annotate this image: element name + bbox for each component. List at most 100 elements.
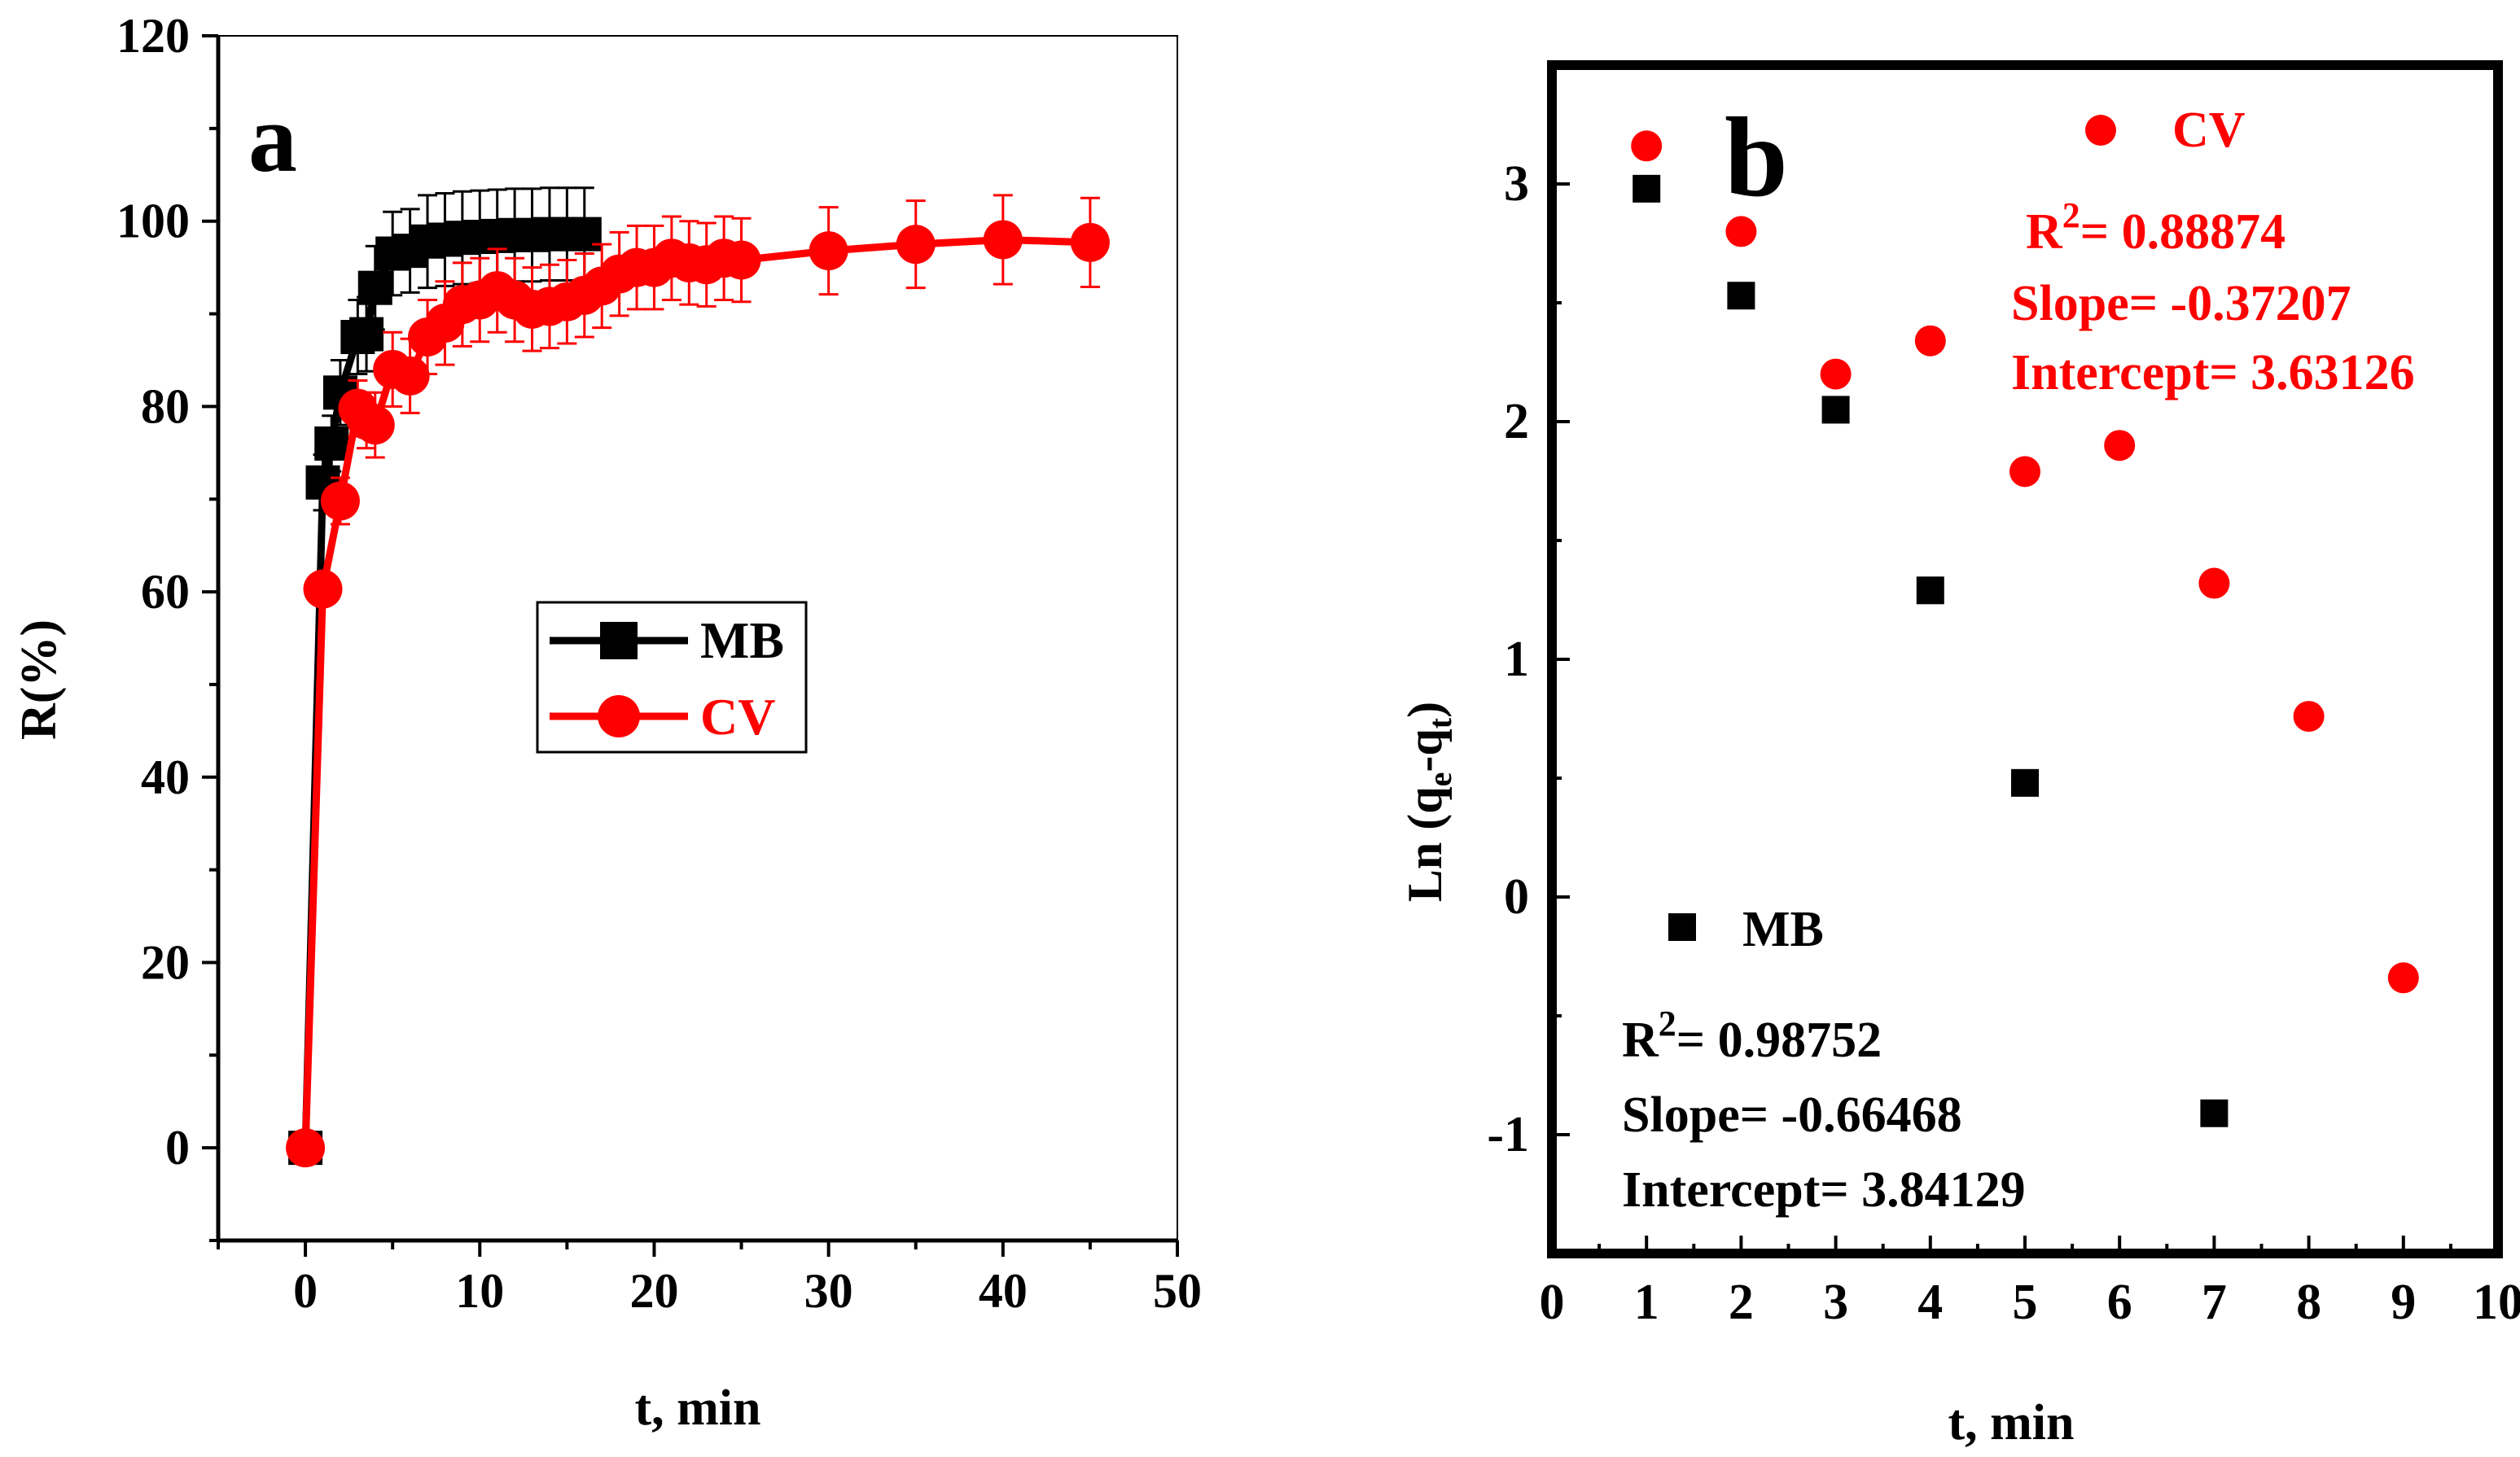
- y-tick-label: 3: [1504, 156, 1529, 212]
- mb-intercept-annotation: Intercept= 3.84129: [1622, 1162, 2026, 1218]
- mb-data-point: [1916, 576, 1944, 605]
- panel-a-chart: 0 10 20 30 40 50 0 20 40 60 80 100 120 a t, min R(%)…: [11, 9, 1202, 1436]
- cv-legend-label-b: CV: [2172, 103, 2246, 158]
- cv-r2-value: = 0.88874: [2080, 204, 2286, 260]
- legend-mb-square-marker-b: [1668, 913, 1696, 941]
- cv-intercept-annotation: Intercept= 3.63126: [2011, 345, 2415, 400]
- panel-a-legend: MB CV: [536, 601, 808, 754]
- series-cv: [286, 194, 1110, 1168]
- cv-data-point: [2293, 701, 2325, 733]
- y-tick-label: 120: [116, 9, 190, 63]
- cv-data-point: [355, 405, 395, 445]
- mb-r2-label: R: [1622, 1013, 1659, 1068]
- panel-a-label: a: [248, 84, 297, 192]
- cv-data-point: [1070, 222, 1110, 262]
- y-tick-label: -1: [1487, 1107, 1529, 1162]
- panel-b-series: [1631, 130, 2419, 1127]
- x-tick-label: 9: [2391, 1275, 2416, 1330]
- cv-data-point: [1914, 325, 1946, 357]
- cv-data-point: [390, 356, 430, 396]
- x-tick-label: 40: [979, 1264, 1028, 1318]
- y-tick-label: 0: [1504, 869, 1529, 925]
- cv-r2-superscript: 2: [2062, 195, 2080, 235]
- cv-data-point: [2104, 430, 2136, 462]
- x-tick-label: 2: [1729, 1275, 1754, 1330]
- cv-data-point: [303, 569, 343, 609]
- panel-a-x-axis-title: t, min: [635, 1380, 761, 1436]
- y-title-sub-t: t: [1422, 717, 1458, 728]
- y-title-part-ln: Ln (q: [1398, 786, 1452, 902]
- series-cv-b: [1631, 130, 2419, 994]
- x-tick-label: 10: [2473, 1275, 2520, 1330]
- y-title-part-close: ): [1398, 702, 1452, 718]
- x-tick-label: 20: [629, 1264, 678, 1318]
- y-tick-label: 20: [141, 935, 190, 989]
- y-tick-label: 0: [165, 1121, 190, 1175]
- panel-b-y-axis-title: Ln (qe-qt): [1398, 702, 1458, 902]
- mb-data-point: [567, 217, 602, 252]
- mb-data-point: [314, 426, 349, 461]
- cv-r2-label: R: [2026, 204, 2063, 260]
- cv-data-point: [896, 225, 936, 265]
- panel-b-plot-frame: [1547, 60, 2503, 1258]
- x-tick-label: 5: [2013, 1275, 2038, 1330]
- panel-b-x-axis-title: t, min: [1948, 1395, 2075, 1450]
- mb-data-point: [1821, 396, 1850, 424]
- panel-a-series: [286, 186, 1110, 1168]
- cv-data-point: [2387, 962, 2419, 994]
- cv-data-point: [320, 481, 360, 521]
- x-tick-label: 30: [804, 1264, 853, 1318]
- cv-data-point: [2009, 456, 2040, 488]
- mb-slope-annotation: Slope= -0.66468: [1622, 1087, 1962, 1143]
- legend-mb-label: MB: [700, 611, 784, 669]
- x-tick-label: 10: [455, 1264, 504, 1318]
- mb-data-point: [1727, 282, 1755, 310]
- x-tick-label: 1: [1634, 1275, 1659, 1330]
- mb-r2-annotation: R2= 0.98752: [1622, 1004, 1882, 1068]
- x-tick-label: 4: [1917, 1275, 1943, 1330]
- cv-data-point: [983, 220, 1023, 260]
- series-mb-b: [1633, 174, 2229, 1127]
- mb-data-point: [357, 270, 392, 305]
- y-title-sub-e: e: [1422, 772, 1458, 787]
- panel-a-y-axis-title: R(%): [11, 619, 67, 740]
- y-tick-label: 100: [116, 195, 190, 248]
- mb-r2-value: = 0.98752: [1676, 1013, 1882, 1068]
- legend-cv-circle-marker-b: [2085, 115, 2116, 146]
- panel-a-legend-box: [536, 601, 808, 754]
- panel-b-tick-labels: 0 1 2 3 4 5 6 7 8 9 10 -1 0 1 2 3: [1487, 156, 2520, 1330]
- mb-data-point: [2011, 768, 2039, 797]
- x-tick-label: 8: [2296, 1275, 2321, 1330]
- panel-a-tick-labels: 0 10 20 30 40 50 0 20 40 60 80 100 120: [116, 9, 1202, 1318]
- mb-r2-superscript: 2: [1659, 1004, 1676, 1044]
- cv-data-point: [721, 240, 761, 280]
- panel-b-chart: 0 1 2 3 4 5 6 7 8 9 10 -1 0 1 2 3 b t, min Ln (qe-qt) C…: [1398, 60, 2520, 1450]
- cv-slope-annotation: Slope= -0.37207: [2011, 276, 2351, 331]
- panel-b-label: b: [1725, 94, 1788, 221]
- y-tick-label: 1: [1504, 632, 1529, 687]
- panel-a-ticks: [202, 34, 1179, 1257]
- panel-b-ticks: [1550, 63, 2500, 1255]
- x-tick-label: 7: [2202, 1275, 2227, 1330]
- cv-data-point: [2198, 567, 2230, 599]
- cv-data-point: [1725, 216, 1757, 247]
- mb-legend-label-b: MB: [1742, 902, 1824, 957]
- y-tick-label: 80: [141, 379, 190, 433]
- legend-cv-circle-marker: [598, 695, 640, 737]
- cv-data-point: [1631, 130, 1663, 162]
- cv-data-point: [809, 231, 848, 271]
- cv-r2-annotation: R2= 0.88874: [2026, 195, 2286, 260]
- y-tick-label: 2: [1504, 394, 1529, 449]
- x-tick-label: 50: [1153, 1264, 1202, 1318]
- x-tick-label: 0: [293, 1264, 318, 1318]
- mb-data-point: [2200, 1099, 2229, 1127]
- x-tick-label: 3: [1823, 1275, 1848, 1330]
- mb-data-point: [349, 317, 384, 352]
- y-title-part-minus-q: -q: [1398, 728, 1452, 772]
- x-tick-label: 0: [1540, 1275, 1565, 1330]
- cv-data-point: [286, 1128, 326, 1168]
- legend-cv-label: CV: [700, 688, 775, 746]
- x-tick-label: 6: [2107, 1275, 2132, 1330]
- y-tick-label: 60: [141, 565, 190, 619]
